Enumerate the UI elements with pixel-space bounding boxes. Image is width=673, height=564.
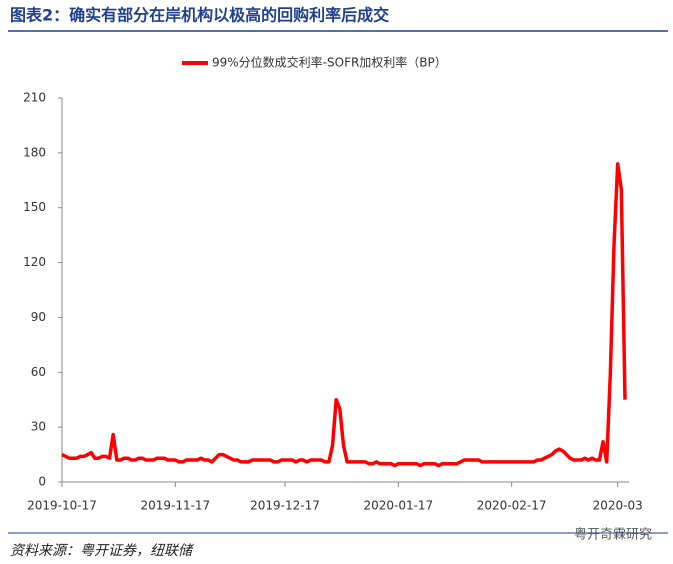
watermark: 粤开奇霖研究 — [574, 527, 652, 543]
y-tick-label: 90 — [31, 310, 46, 324]
y-tick-label: 180 — [23, 145, 46, 159]
source: 资料来源：粤开证券，纽联储 — [10, 543, 195, 559]
legend-label: 99%分位数成交利率-SOFR加权利率（BP） — [212, 55, 447, 70]
x-tick-label: 2020-02-17 — [477, 499, 547, 513]
y-tick-label: 60 — [31, 365, 46, 379]
x-tick-label: 2019-11-17 — [140, 499, 210, 513]
x-tick-label: 2020-03 — [593, 499, 643, 513]
x-tick-label: 2020-01-17 — [363, 499, 433, 513]
y-tick-label: 120 — [23, 255, 46, 269]
chart-title: 图表2：确实有部分在岸机构以极高的回购利率后成交 — [10, 6, 389, 25]
y-tick-label: 150 — [23, 200, 46, 214]
y-tick-label: 30 — [31, 420, 46, 434]
x-tick-label: 2019-10-17 — [27, 499, 97, 513]
x-tick-label: 2019-12-17 — [250, 499, 320, 513]
y-tick-label: 0 — [38, 475, 46, 489]
y-tick-label: 210 — [23, 91, 46, 105]
line — [61, 162, 627, 468]
